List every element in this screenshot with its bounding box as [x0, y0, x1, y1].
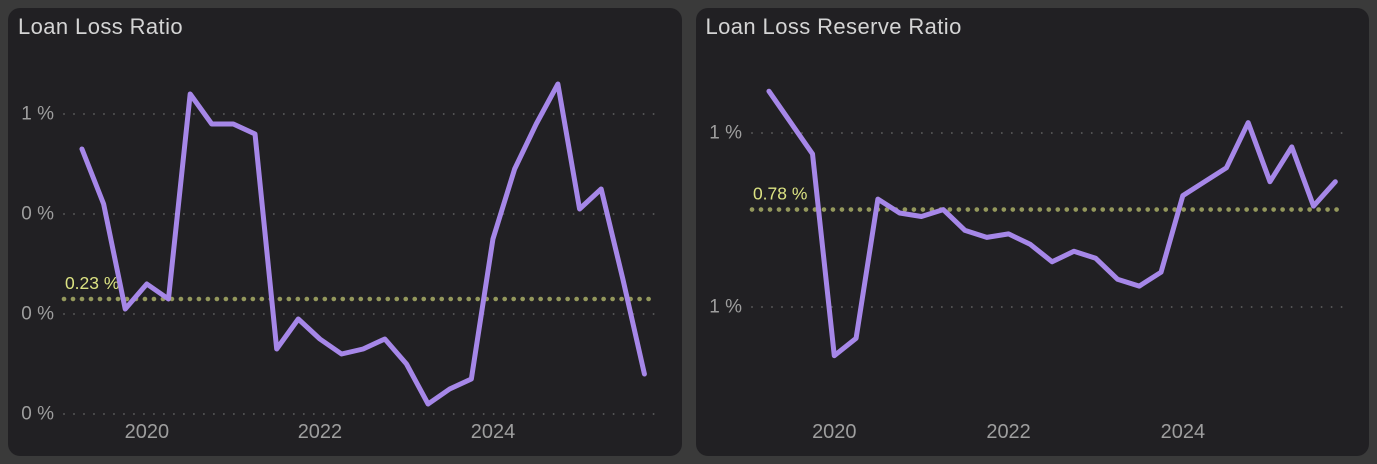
y-axis-tick-label: 1 % — [709, 122, 742, 143]
x-axis-tick-label: 2024 — [1160, 421, 1204, 443]
x-axis-tick-label: 2020 — [812, 421, 856, 443]
chart-title: Loan Loss Reserve Ratio — [705, 14, 962, 39]
chart-card-loan-loss-reserve-ratio: Loan Loss Reserve Ratio 1 % 1 % 2020 2022 20… — [695, 8, 1370, 456]
x-axis-tick-label: 2022 — [298, 421, 342, 443]
x-axis-tick-label: 2024 — [471, 421, 515, 443]
series-line — [765, 88, 1338, 359]
chart-title: Loan Loss Ratio — [18, 14, 183, 39]
y-axis-tick-label: 1 % — [709, 296, 742, 317]
y-axis-tick-label: 1 % — [21, 103, 54, 124]
y-axis-tick-label: 0 % — [21, 303, 54, 324]
x-axis-tick-label: 2022 — [986, 421, 1030, 443]
y-axis-tick-label: 0 % — [21, 403, 54, 424]
loan-loss-ratio-chart[interactable]: 0 % 0 % 0 % 1 % 2020 2022 2024 0.23 % — [8, 8, 682, 456]
series-line — [79, 81, 647, 407]
reference-line-label: 0.78 % — [752, 184, 806, 204]
y-axis-tick-label: 0 % — [21, 203, 54, 224]
loan-loss-reserve-ratio-chart[interactable]: 1 % 1 % 2020 2022 2024 0.78 % — [696, 8, 1370, 456]
chart-card-loan-loss-ratio: Loan Loss Ratio 0 % 0 % 0 % 1 % 2020 2022 2024… — [8, 8, 682, 456]
x-axis-tick-label: 2020 — [125, 421, 169, 443]
reference-line-label: 0.23 % — [65, 273, 119, 293]
